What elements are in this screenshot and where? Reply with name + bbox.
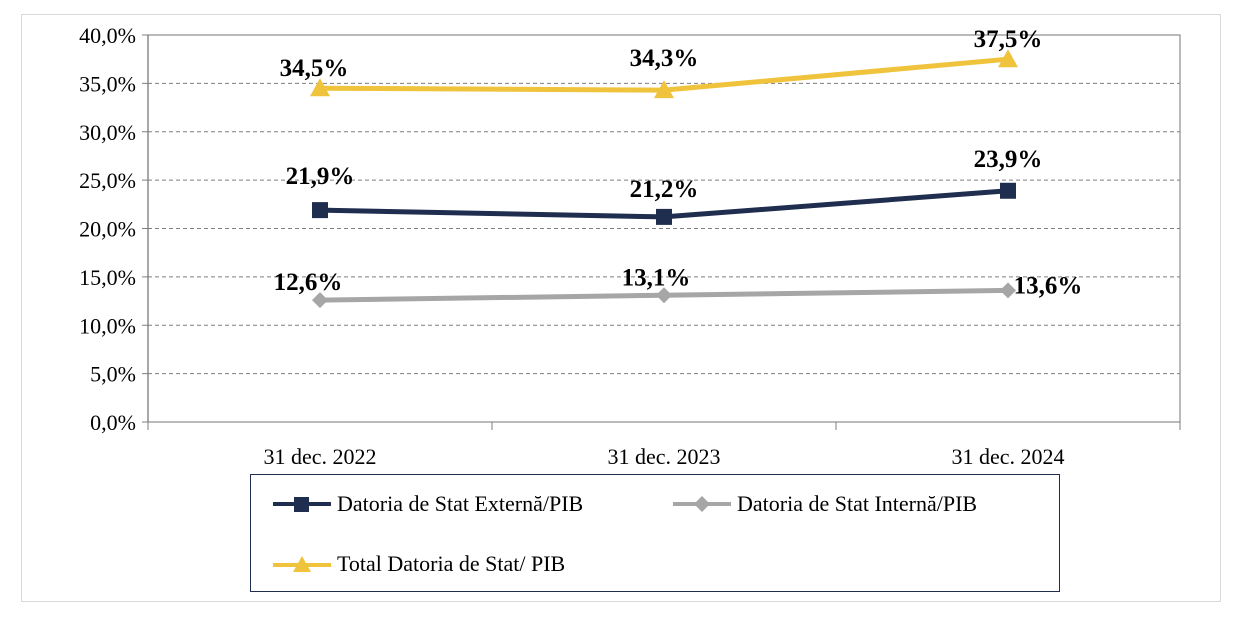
y-tick-label: 20,0% xyxy=(79,217,136,242)
data-point-triangle xyxy=(654,80,674,99)
y-tick-label: 10,0% xyxy=(79,313,136,338)
data-label: 13,6% xyxy=(1014,272,1083,299)
data-point-diamond xyxy=(312,292,328,309)
legend-label-external: Datoria de Stat Externă/PIB xyxy=(337,491,584,516)
legend: Datoria de Stat Externă/PIB Datoria de S… xyxy=(250,474,1060,592)
x-tick-label: 31 dec. 2023 xyxy=(607,444,720,469)
legend-item-external: Datoria de Stat Externă/PIB xyxy=(271,489,583,519)
legend-item-internal: Datoria de Stat Internă/PIB xyxy=(671,489,977,519)
chart-frame xyxy=(21,14,1221,602)
legend-label-total: Total Datoria de Stat/ PIB xyxy=(337,551,566,576)
legend-diamond-marker-icon xyxy=(673,496,731,512)
data-label: 12,6% xyxy=(274,269,343,296)
y-tick-label: 40,0% xyxy=(79,23,136,48)
y-tick-label: 0,0% xyxy=(90,410,136,435)
data-point-diamond xyxy=(656,287,672,304)
data-label: 23,9% xyxy=(974,146,1043,173)
y-tick-label: 35,0% xyxy=(79,71,136,96)
data-point-triangle xyxy=(310,78,330,97)
y-tick-label: 25,0% xyxy=(79,168,136,193)
x-tick-label: 31 dec. 2022 xyxy=(263,444,376,469)
data-point-square xyxy=(656,208,672,225)
data-label-layer: 21,9% 21,2% 23,9% 12,6% 13,1% 13,6% 34,5% 34,3%… xyxy=(274,26,1083,299)
axis-layer: 0,0% 5,0% 10,0% 15,0% 20,0% 25,0% 30,0% 35,0% 40… xyxy=(79,23,1181,469)
data-point-square xyxy=(1000,182,1016,199)
data-label: 34,5% xyxy=(280,55,349,82)
data-label: 21,9% xyxy=(286,163,355,190)
legend-square-marker-icon xyxy=(273,497,331,512)
y-tick-label: 5,0% xyxy=(90,362,136,387)
series-layer xyxy=(310,49,1018,309)
data-label: 37,5% xyxy=(974,26,1043,53)
y-tick-label: 30,0% xyxy=(79,120,136,145)
legend-label-internal: Datoria de Stat Internă/PIB xyxy=(737,491,978,516)
x-tick-label: 31 dec. 2024 xyxy=(951,444,1064,469)
data-label: 13,1% xyxy=(622,264,691,291)
data-point-diamond xyxy=(1000,282,1016,299)
data-label: 21,2% xyxy=(630,176,699,203)
legend-item-total: Total Datoria de Stat/ PIB xyxy=(271,549,565,579)
data-point-triangle xyxy=(998,49,1018,68)
data-point-square xyxy=(312,202,328,219)
data-label: 34,3% xyxy=(630,45,699,72)
legend-triangle-marker-icon xyxy=(273,556,331,572)
y-tick-label: 15,0% xyxy=(79,265,136,290)
